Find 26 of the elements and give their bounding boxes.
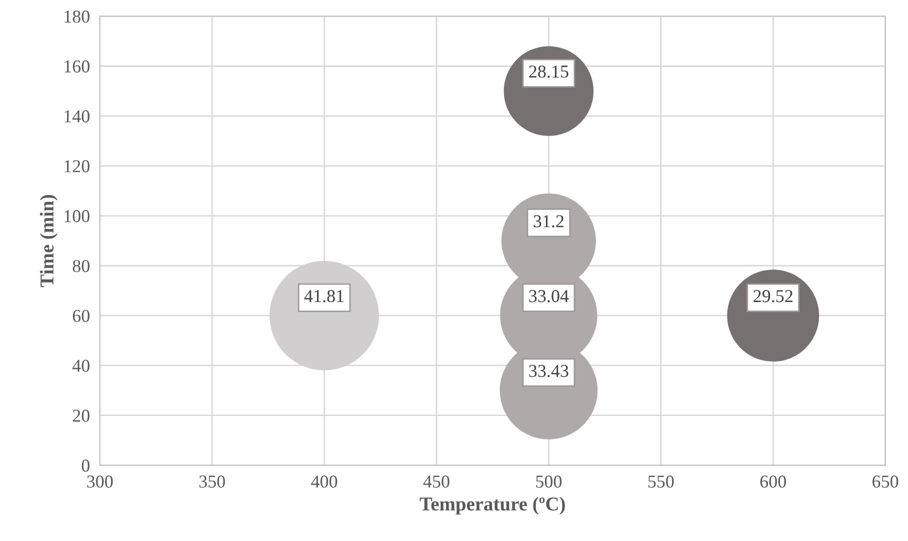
- y-tick-label: 100: [64, 210, 90, 222]
- y-tick-label: 40: [72, 360, 90, 372]
- x-tick-label: 500: [536, 476, 562, 488]
- y-tick-label: 160: [64, 60, 90, 73]
- y-tick-label: 180: [64, 10, 90, 23]
- x-tick-label: 350: [199, 476, 225, 488]
- x-axis-title: Temperature (ºC): [420, 496, 565, 515]
- y-tick-label: 80: [72, 260, 90, 272]
- y-tick-label: 20: [72, 410, 90, 422]
- x-tick-label: 450: [423, 476, 450, 488]
- y-tick-label: 120: [64, 160, 90, 172]
- x-tick-label: 650: [872, 476, 898, 488]
- data-label: 29.52: [754, 290, 792, 302]
- y-tick-label: 0: [82, 460, 90, 472]
- data-label: 33.04: [529, 290, 569, 302]
- y-axis-title: Time (min): [40, 195, 58, 287]
- x-tick-label: 550: [648, 476, 674, 488]
- data-label: 31.2: [534, 215, 564, 228]
- data-label: 28.15: [529, 65, 568, 78]
- y-tick-label: 140: [64, 110, 90, 122]
- y-tick-label: 60: [72, 310, 90, 322]
- x-tick-label: 600: [760, 476, 786, 488]
- data-label: 33.43: [529, 364, 568, 378]
- data-label: 41.81: [304, 290, 344, 302]
- x-tick-label: 400: [311, 476, 338, 488]
- x-tick-label: 300: [87, 476, 113, 488]
